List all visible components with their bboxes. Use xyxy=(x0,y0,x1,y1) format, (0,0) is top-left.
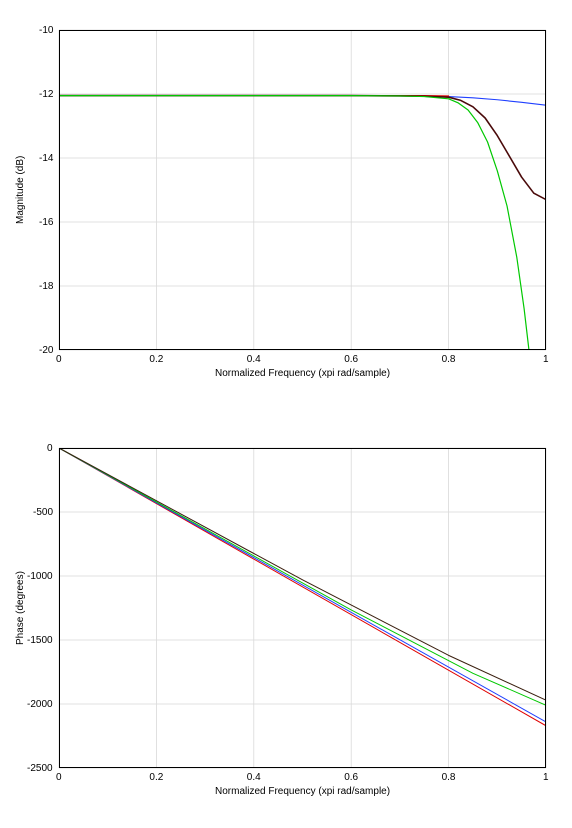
magnitude-panel-grid xyxy=(59,30,546,350)
phase-panel: 00.20.40.60.81-2500-2000-1500-1000-5000N… xyxy=(59,448,546,768)
phase-panel-xtick-label: 1 xyxy=(543,772,549,783)
magnitude-panel-xtick-label: 1 xyxy=(543,354,549,365)
phase-panel-series-red xyxy=(59,448,546,726)
phase-panel-xtick-label: 0.6 xyxy=(344,772,358,783)
phase-panel-ytick-label: -2000 xyxy=(27,699,53,710)
magnitude-panel-series-darkred xyxy=(59,96,546,200)
magnitude-panel-ytick-label: -12 xyxy=(39,89,53,100)
phase-panel-plot xyxy=(59,448,546,768)
phase-panel-xtick-label: 0 xyxy=(56,772,62,783)
magnitude-panel-xtick-label: 0.8 xyxy=(442,354,456,365)
magnitude-panel-xtick-label: 0.4 xyxy=(247,354,261,365)
phase-panel-xtick-label: 0.4 xyxy=(247,772,261,783)
figure-root: 0 0.2 0.4 0.6 0.8 1 -20 -18 -16 -14 -12 -10 Normaliz… xyxy=(0,0,572,828)
phase-panel-xtick-label: 0.8 xyxy=(442,772,456,783)
phase-panel-series-darkbrown xyxy=(59,448,546,700)
magnitude-panel-plot xyxy=(59,30,546,350)
phase-panel-xtick-label: 0.2 xyxy=(149,772,163,783)
magnitude-panel-xtick-label: 0 xyxy=(56,354,62,365)
magnitude-panel-ytick-label: -10 xyxy=(39,25,53,36)
phase-panel-ytick-label: -1500 xyxy=(27,635,53,646)
magnitude-panel-ytick-label: -14 xyxy=(39,153,53,164)
magnitude-panel-ytick-label: -20 xyxy=(39,345,53,356)
magnitude-panel-series-green xyxy=(59,96,529,350)
magnitude-panel-ytick-label: -16 xyxy=(39,217,53,228)
phase-panel-grid xyxy=(59,448,546,768)
phase-panel-ytick-label: -1000 xyxy=(27,571,53,582)
magnitude-panel-xlabel: Normalized Frequency (xpi rad/sample) xyxy=(215,368,390,379)
magnitude-panel-xtick-label: 0.6 xyxy=(344,354,358,365)
phase-panel-ytick-label: 0 xyxy=(47,443,53,454)
magnitude-panel: 00.20.40.60.81-20-18-16-14-12-10Normaliz… xyxy=(59,30,546,350)
phase-panel-ylabel: Phase (degrees) xyxy=(15,571,26,645)
magnitude-panel-series-blue xyxy=(59,96,546,106)
magnitude-panel-ytick-label: -18 xyxy=(39,281,53,292)
phase-panel-ytick-label: -500 xyxy=(33,507,53,518)
phase-panel-ytick-label: -2500 xyxy=(27,763,53,774)
phase-panel-series-blue xyxy=(59,448,546,722)
magnitude-panel-xtick-label: 0.2 xyxy=(149,354,163,365)
magnitude-panel-ylabel: Magnitude (dB) xyxy=(15,156,26,224)
phase-panel-xlabel: Normalized Frequency (xpi rad/sample) xyxy=(215,786,390,797)
